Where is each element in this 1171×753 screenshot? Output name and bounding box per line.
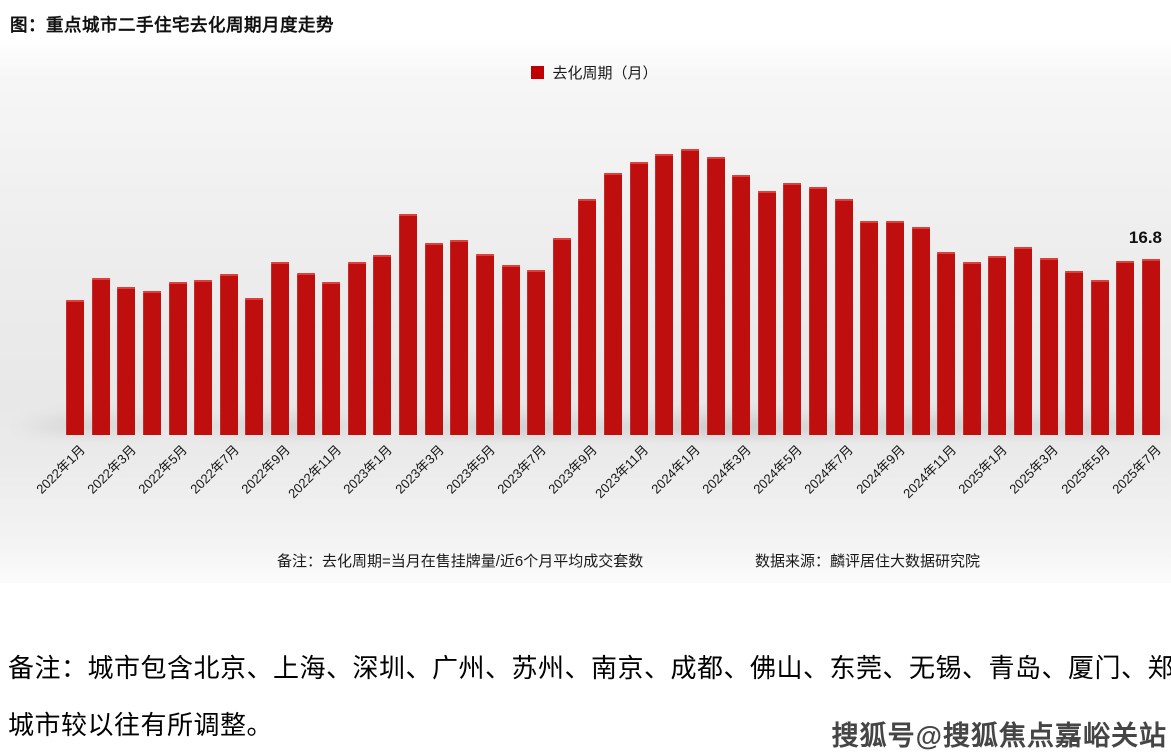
bar-2025年4月 [1065,270,1084,435]
x-axis-label: 2022年1月 [33,442,88,497]
bar-2025年2月 [1013,246,1032,435]
bar-2024年5月 [783,182,802,435]
bar-2022年12月 [347,262,366,435]
bar-2024年8月 [860,220,879,435]
bar-2024年6月 [809,187,827,435]
bar-2023年8月 [552,238,571,435]
bar-2024年10月 [911,226,930,435]
bar-2024年11月 [937,251,956,435]
chart-note: 备注：去化周期=当月在售挂牌量/近6个月平均成交套数 [277,553,644,570]
last-value-label: 16.8 [1128,228,1162,248]
bottom-note-line2: 城市较以往有所调整。 [8,711,274,740]
chart-source: 数据来源：麟评居住大数据研究院 [755,553,981,570]
bar-2022年2月 [91,278,110,435]
x-axis-label: 2024年5月 [750,442,806,497]
bar-2023年12月 [655,153,674,435]
x-axis-label: 2023年1月 [340,442,396,497]
bar-2024年3月 [732,174,751,435]
x-axis-label: 2022年3月 [84,442,139,497]
x-axis-label: 2023年5月 [443,442,498,497]
bar-2022年11月 [322,282,341,435]
x-axis-label: 2023年7月 [494,442,549,497]
x-axis: 2022年1月 2022年3月 2022年5月 2022年7月 2022年9月 2022年… [0,38,1171,583]
bar-2024年1月 [680,149,699,435]
bar-2022年3月 [117,286,136,435]
bar-2023年6月 [501,264,520,435]
x-axis-label: 2022年11月 [284,442,344,502]
bar-2024年9月 [885,220,904,435]
bar-2025年5月 [1090,280,1109,435]
bar-2023年3月 [424,242,443,435]
x-axis-label: 2023年3月 [391,442,447,497]
x-axis-label: 2024年7月 [801,442,857,497]
bar-2022年1月 [66,300,84,435]
bars-layer [0,38,1171,435]
legend: 去化周期（月） [0,62,1171,83]
bar-2023年2月 [399,214,418,435]
x-axis-label: 2022年7月 [186,442,242,497]
x-axis-label: 2024年1月 [648,442,703,497]
bar-2022年10月 [296,272,315,435]
x-axis-label: 2023年11月 [592,442,652,502]
legend-label: 去化周期（月） [552,65,658,82]
bar-2022年8月 [245,298,264,435]
bar-2023年4月 [450,240,469,435]
bar-2024年2月 [706,156,725,435]
bar-2023年1月 [373,255,392,435]
bar-2022年4月 [142,290,161,435]
bar-2022年6月 [194,280,213,435]
chart-title: 图：重点城市二手住宅去化周期月度走势 [10,15,334,35]
bar-2022年7月 [219,273,238,435]
bar-2024年7月 [834,198,853,435]
bar-2025年1月 [988,256,1007,435]
bar-2024年4月 [757,191,776,435]
x-axis-label: 2025年5月 [1057,442,1113,497]
bar-2025年6月 [1116,261,1135,435]
bar-2023年5月 [475,254,494,435]
x-axis-label: 2025年3月 [1006,442,1062,497]
x-axis-label: 2025年7月 [1109,442,1164,497]
bar-2022年5月 [168,282,187,435]
chart-area: 去化周期（月） 2022年1月 2022年3月 2022年5月 2022年7月 2022… [0,38,1171,583]
bar-2025年7月 [1142,259,1160,435]
legend-color-swatch [531,66,545,79]
bar-2023年11月 [629,162,648,435]
bar-2024年12月 [962,262,981,435]
x-axis-label: 2024年11月 [899,442,959,502]
bar-2025年3月 [1039,258,1058,435]
watermark: 搜狐号@搜狐焦点嘉峪关站 [831,721,1167,751]
bar-2023年7月 [527,269,546,435]
bottom-note-line1: 备注：城市包含北京、上海、深圳、广州、苏州、南京、成都、佛山、东莞、无锡、青岛、… [8,654,1171,683]
x-axis-label: 2024年3月 [699,442,754,497]
bar-2023年10月 [604,172,622,435]
bar-2022年9月 [271,262,289,435]
x-axis-label: 2022年5月 [135,442,191,497]
x-axis-label: 2025年1月 [955,442,1011,497]
bar-2023年9月 [578,198,597,435]
